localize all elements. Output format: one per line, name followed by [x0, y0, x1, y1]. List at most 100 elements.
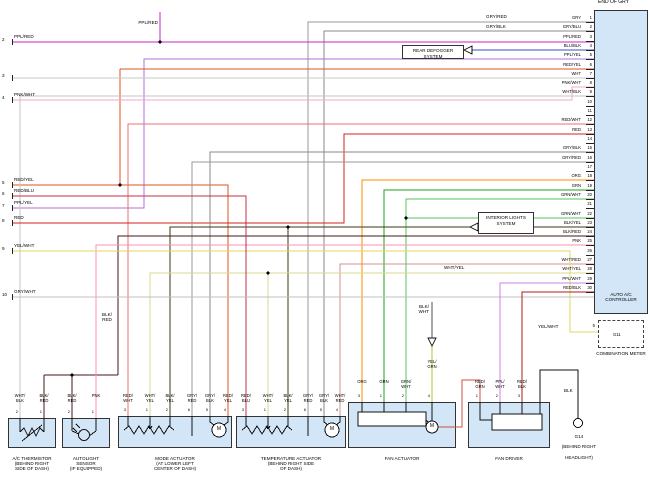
controller-pin-tick — [586, 58, 594, 60]
controller-pin-number: 23 — [587, 220, 592, 225]
component-pin-number: 1 — [263, 407, 266, 412]
component-pin-number: 3 — [123, 407, 126, 412]
connector-arrow-icon — [427, 337, 437, 348]
left-connector-tick — [12, 182, 13, 188]
controller-pin-label: GRN — [571, 183, 581, 188]
wire-pnk-wht — [12, 86, 594, 101]
component-pin-label: RED/ BLU — [240, 393, 251, 403]
component-pin-label: GRY/ BLK — [204, 393, 216, 403]
g14-loc-2: HEADLIGHT) — [565, 454, 593, 460]
mode-actuator-caption: MODE ACTUATOR (AT LOWER LEFT CENTER OF DAS… — [153, 456, 197, 472]
controller-pin-number: 27 — [587, 257, 592, 262]
component-pin-number: 2 — [165, 407, 168, 412]
component-pin-number: 4 — [223, 407, 226, 412]
fan-actuator-caption: FAN ACTUATOR — [384, 456, 420, 462]
controller-pin-label: BLU/BLK — [563, 43, 581, 48]
component-pin-number: 1 — [39, 409, 42, 414]
component-pin-number: 1 — [379, 393, 382, 398]
component-pin-number: 2 — [283, 407, 286, 412]
component-pin-label: BLK/ YEL — [165, 393, 175, 403]
left-connector-number: 10 — [2, 292, 8, 297]
wire-gry-red-2 — [191, 161, 594, 416]
component-pin-label: BLK/ RED — [67, 393, 77, 403]
component-pin-label: WHT/ RED — [334, 393, 346, 403]
left-connector-tick — [12, 75, 13, 81]
controller-pin-number: 9 — [589, 89, 592, 94]
component-pin-label: BLK/ RED — [39, 393, 49, 403]
component-pin-number: 1 — [91, 409, 94, 414]
component-pin-number: 4 — [335, 407, 338, 412]
wire-red-blu — [12, 195, 247, 416]
controller-pin-label: PNK — [572, 238, 581, 243]
controller-pin-label: WHT/RED — [561, 257, 581, 262]
left-connector-number: 5 — [2, 180, 5, 185]
controller-pin-tick — [586, 142, 594, 144]
controller-pin-tick — [586, 86, 594, 88]
wire-gry-red — [307, 21, 594, 416]
controller-pin-tick — [586, 151, 594, 153]
controller-pin-number: 6 — [589, 62, 592, 67]
component-pin-label: GRY/ RED — [186, 393, 198, 403]
component-pin-number: 5 — [319, 407, 322, 412]
controller-pin-tick — [586, 68, 594, 70]
controller-pin-number: 8 — [589, 80, 592, 85]
controller-pin-label: GRN/WHT — [560, 211, 581, 216]
component-pin-number: 1 — [145, 407, 148, 412]
temperature-actuator-symbol — [241, 416, 341, 438]
wire-grn — [383, 189, 594, 402]
autolight-sensor-box — [62, 418, 110, 448]
g14-caption: G14 (BEHIND RIGHT HEADLIGHT) — [550, 429, 608, 465]
controller-pin-label: GRY — [572, 15, 581, 20]
auto-ac-controller-box — [594, 10, 648, 314]
left-connector-number: 8 — [2, 218, 5, 223]
controller-pin-label: GRY/BLK — [562, 145, 581, 150]
controller-pin-label: BLK/YEL — [564, 220, 581, 225]
controller-pin-number: 15 — [587, 145, 592, 150]
controller-pin-tick — [586, 105, 594, 107]
photo-sensor-icon — [71, 418, 97, 441]
component-pin-number: 5 — [205, 407, 208, 412]
controller-pin-label: RED — [572, 127, 581, 132]
controller-pin-label: RED/WHT — [561, 117, 581, 122]
component-pin-number: 1 — [475, 393, 478, 398]
wire-ppl-yel — [12, 58, 594, 209]
controller-pin-tick — [586, 49, 594, 51]
controller-pin-number: 1 — [589, 15, 592, 20]
controller-pin-tick — [586, 198, 594, 200]
g11-label: G11 — [613, 332, 621, 337]
controller-pin-tick — [586, 217, 594, 219]
wire-red-wht — [127, 123, 594, 416]
rear-defogger-box: REAR DEFOGGER SYSTEM — [402, 45, 464, 59]
g14-ground-icon — [573, 418, 583, 428]
fan-driver-caption: FAN DRIVER — [495, 456, 523, 462]
controller-pin-tick — [586, 179, 594, 181]
wire-wht-blk — [19, 95, 594, 418]
wire-red-blk — [521, 291, 594, 402]
controller-pin-number: 21 — [587, 201, 592, 206]
controller-pin-number: 12 — [587, 117, 592, 122]
wire-blk-yel — [169, 226, 594, 416]
autolight-sensor-caption: AUTOLIGHT SENSOR (IF EQUIPPED) — [69, 456, 103, 472]
wire-red-yel — [12, 68, 594, 416]
component-pin-label: YEL/ GRN — [427, 359, 437, 369]
controller-pin-number: 10 — [587, 99, 592, 104]
controller-pin-tick — [586, 77, 594, 79]
controller-pin-label: ORG — [571, 173, 581, 178]
left-connector-number: 7 — [2, 203, 5, 208]
wire-label-ppl-red-top: PPL/RED — [138, 20, 158, 25]
left-connector-tick — [12, 39, 13, 45]
controller-pin-label: GRY/RED — [561, 155, 581, 160]
left-connector-tick — [12, 193, 13, 199]
controller-pin-number: 22 — [587, 211, 592, 216]
fan-driver-symbol — [479, 402, 543, 431]
junction-dots — [70, 40, 408, 377]
wire-pnk — [95, 244, 594, 418]
wire-ppl-red — [12, 12, 594, 43]
left-connector-number: 6 — [2, 191, 5, 196]
wire-label-gry-blk-top: GRY/BLK — [486, 24, 506, 29]
left-connector-label: RED/YEL — [14, 177, 34, 182]
wire-gry-blk — [323, 30, 594, 416]
controller-pin-tick — [586, 123, 594, 125]
component-pin-number: 3 — [241, 407, 244, 412]
fan-actuator-symbol — [357, 402, 439, 434]
